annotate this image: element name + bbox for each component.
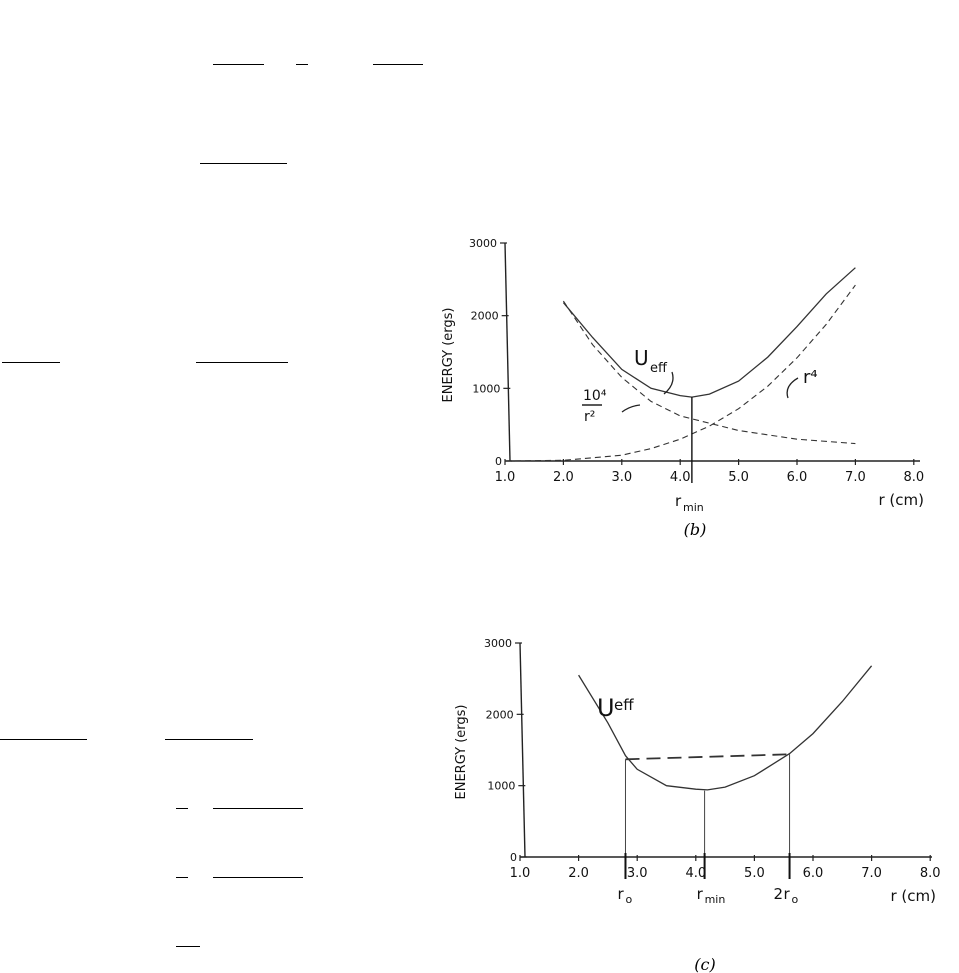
y-tick-label: 1000 — [487, 780, 515, 793]
marker-subscript-0: o — [625, 893, 632, 906]
y-axis — [504, 242, 511, 462]
fraction-bar — [176, 877, 188, 878]
chart-b: 0 1000 2000 3000 1.0 2.0 3.0 4.0 5.0 6.0 7.0 8.0 ENE… — [441, 237, 924, 539]
fraction-bar — [196, 362, 288, 363]
fraction-bar — [176, 808, 188, 809]
y-tick-label: 1000 — [472, 382, 500, 395]
x-tick-label: 4.0 — [685, 866, 706, 881]
x-axis-label: r (cm) — [879, 491, 925, 509]
r4-pointer — [786, 377, 799, 399]
fraction-bar — [213, 808, 303, 809]
r4-label: r⁴ — [803, 367, 818, 388]
marker-label-1: r — [697, 885, 704, 903]
y-tick-label: 3000 — [469, 237, 497, 250]
x-tick-label: 6.0 — [787, 470, 808, 485]
fraction-bar — [213, 64, 264, 65]
x-tick-label: 3.0 — [627, 866, 648, 881]
fraction-bar — [296, 64, 308, 65]
x-tick-label: 7.0 — [845, 470, 866, 485]
marker-label-0: r — [617, 885, 624, 903]
ueff-label: U — [634, 346, 649, 370]
y-tick-label: 3000 — [484, 637, 512, 650]
x-tick-label: 4.0 — [670, 470, 691, 485]
ueff-pointer — [663, 371, 674, 395]
y-tick-label: 0 — [510, 851, 517, 864]
series-line-0 — [562, 267, 856, 398]
chart-c: 0 1000 2000 3000 1.0 2.0 3.0 4.0 5.0 6.0 7.0 8.0 ENE… — [454, 637, 941, 973]
marker-subscript-2: o — [792, 893, 799, 906]
panel-caption: (c) — [694, 955, 715, 973]
x-tick-label: 7.0 — [861, 866, 882, 881]
y-tick-label: 2000 — [471, 310, 499, 323]
fraction-bar — [200, 163, 287, 164]
fraction-bar — [176, 946, 200, 947]
y-axis-label: ENERGY (ergs) — [441, 308, 456, 403]
x-tick-label: 2.0 — [553, 470, 574, 485]
fraction-bar — [165, 739, 253, 740]
x-tick-label: 1.0 — [510, 866, 531, 881]
marker-label-2: r — [784, 885, 791, 903]
panel-caption: (b) — [684, 520, 707, 539]
x-axis-label: r (cm) — [891, 887, 937, 905]
y-axis-label: ENERGY (ergs) — [454, 705, 469, 800]
series-line-1 — [625, 753, 790, 761]
x-tick-label: 8.0 — [903, 470, 924, 485]
x-tick-label: 6.0 — [803, 866, 824, 881]
x-tick-label: 5.0 — [728, 470, 749, 485]
x-tick-label: 2.0 — [568, 866, 589, 881]
y-axis — [519, 642, 526, 858]
y-tick-label: 0 — [495, 455, 502, 468]
inverse-square-pointer — [621, 404, 641, 413]
x-tick-label: 5.0 — [744, 866, 765, 881]
r-min-label: r — [675, 492, 682, 510]
ueff-subscript: eff — [614, 696, 634, 714]
x-tick-label: 3.0 — [611, 470, 632, 485]
series-line-1 — [562, 300, 856, 445]
marker-subscript-1: min — [705, 893, 726, 906]
ueff-label: U — [597, 694, 615, 722]
x-tick-label: 8.0 — [920, 866, 941, 881]
marker-prefix-2: 2 — [774, 885, 784, 903]
fraction-bar — [213, 877, 303, 878]
x-tick-label: 1.0 — [495, 470, 516, 485]
r-min-subscript: min — [683, 501, 704, 514]
ueff-subscript: eff — [650, 361, 668, 376]
inverse-square-label-num: 10⁴ — [583, 388, 607, 404]
series-line-0 — [578, 665, 873, 791]
fraction-bar — [373, 64, 423, 65]
fraction-bar — [2, 362, 60, 363]
fraction-bar — [0, 739, 87, 740]
y-tick-label: 2000 — [486, 708, 514, 721]
inverse-square-label-den: r² — [584, 409, 595, 425]
